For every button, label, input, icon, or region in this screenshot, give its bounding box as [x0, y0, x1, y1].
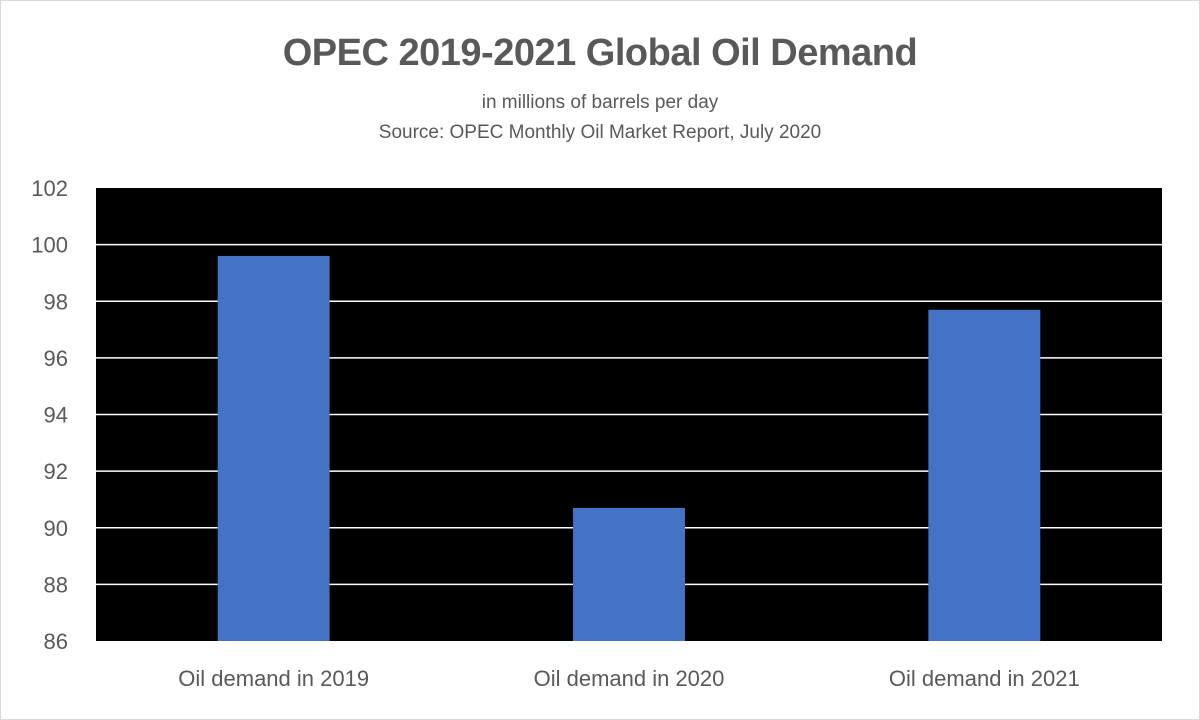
bars — [217, 255, 1041, 641]
chart-subtitle-source: Source: OPEC Monthly Oil Market Report, … — [378, 122, 822, 143]
y-tick-label: 100 — [31, 233, 68, 258]
y-tick-label: 94 — [44, 403, 68, 428]
chart-title: OPEC 2019-2021 Global Oil Demand — [282, 32, 918, 74]
y-tick-label: 98 — [44, 289, 68, 314]
y-tick-label: 88 — [44, 572, 68, 597]
bar-1 — [217, 255, 330, 641]
y-axis-tick-labels: 86 88 90 92 94 96 98 100 102 — [31, 176, 68, 654]
y-tick-label: 86 — [44, 629, 68, 654]
x-category-label: Oil demand in 2021 — [889, 666, 1080, 691]
x-category-label: Oil demand in 2020 — [534, 666, 725, 691]
y-tick-label: 102 — [31, 176, 68, 201]
bar-3 — [928, 309, 1041, 641]
x-category-label: Oil demand in 2019 — [178, 666, 369, 691]
bar-2 — [573, 507, 685, 641]
y-tick-label: 92 — [44, 459, 68, 484]
chart-subtitle-units: in millions of barrels per day — [481, 92, 719, 113]
y-tick-label: 96 — [44, 346, 68, 371]
x-axis-category-labels: Oil demand in 2019 Oil demand in 2020 Oil … — [178, 666, 1079, 691]
y-tick-label: 90 — [44, 516, 68, 541]
